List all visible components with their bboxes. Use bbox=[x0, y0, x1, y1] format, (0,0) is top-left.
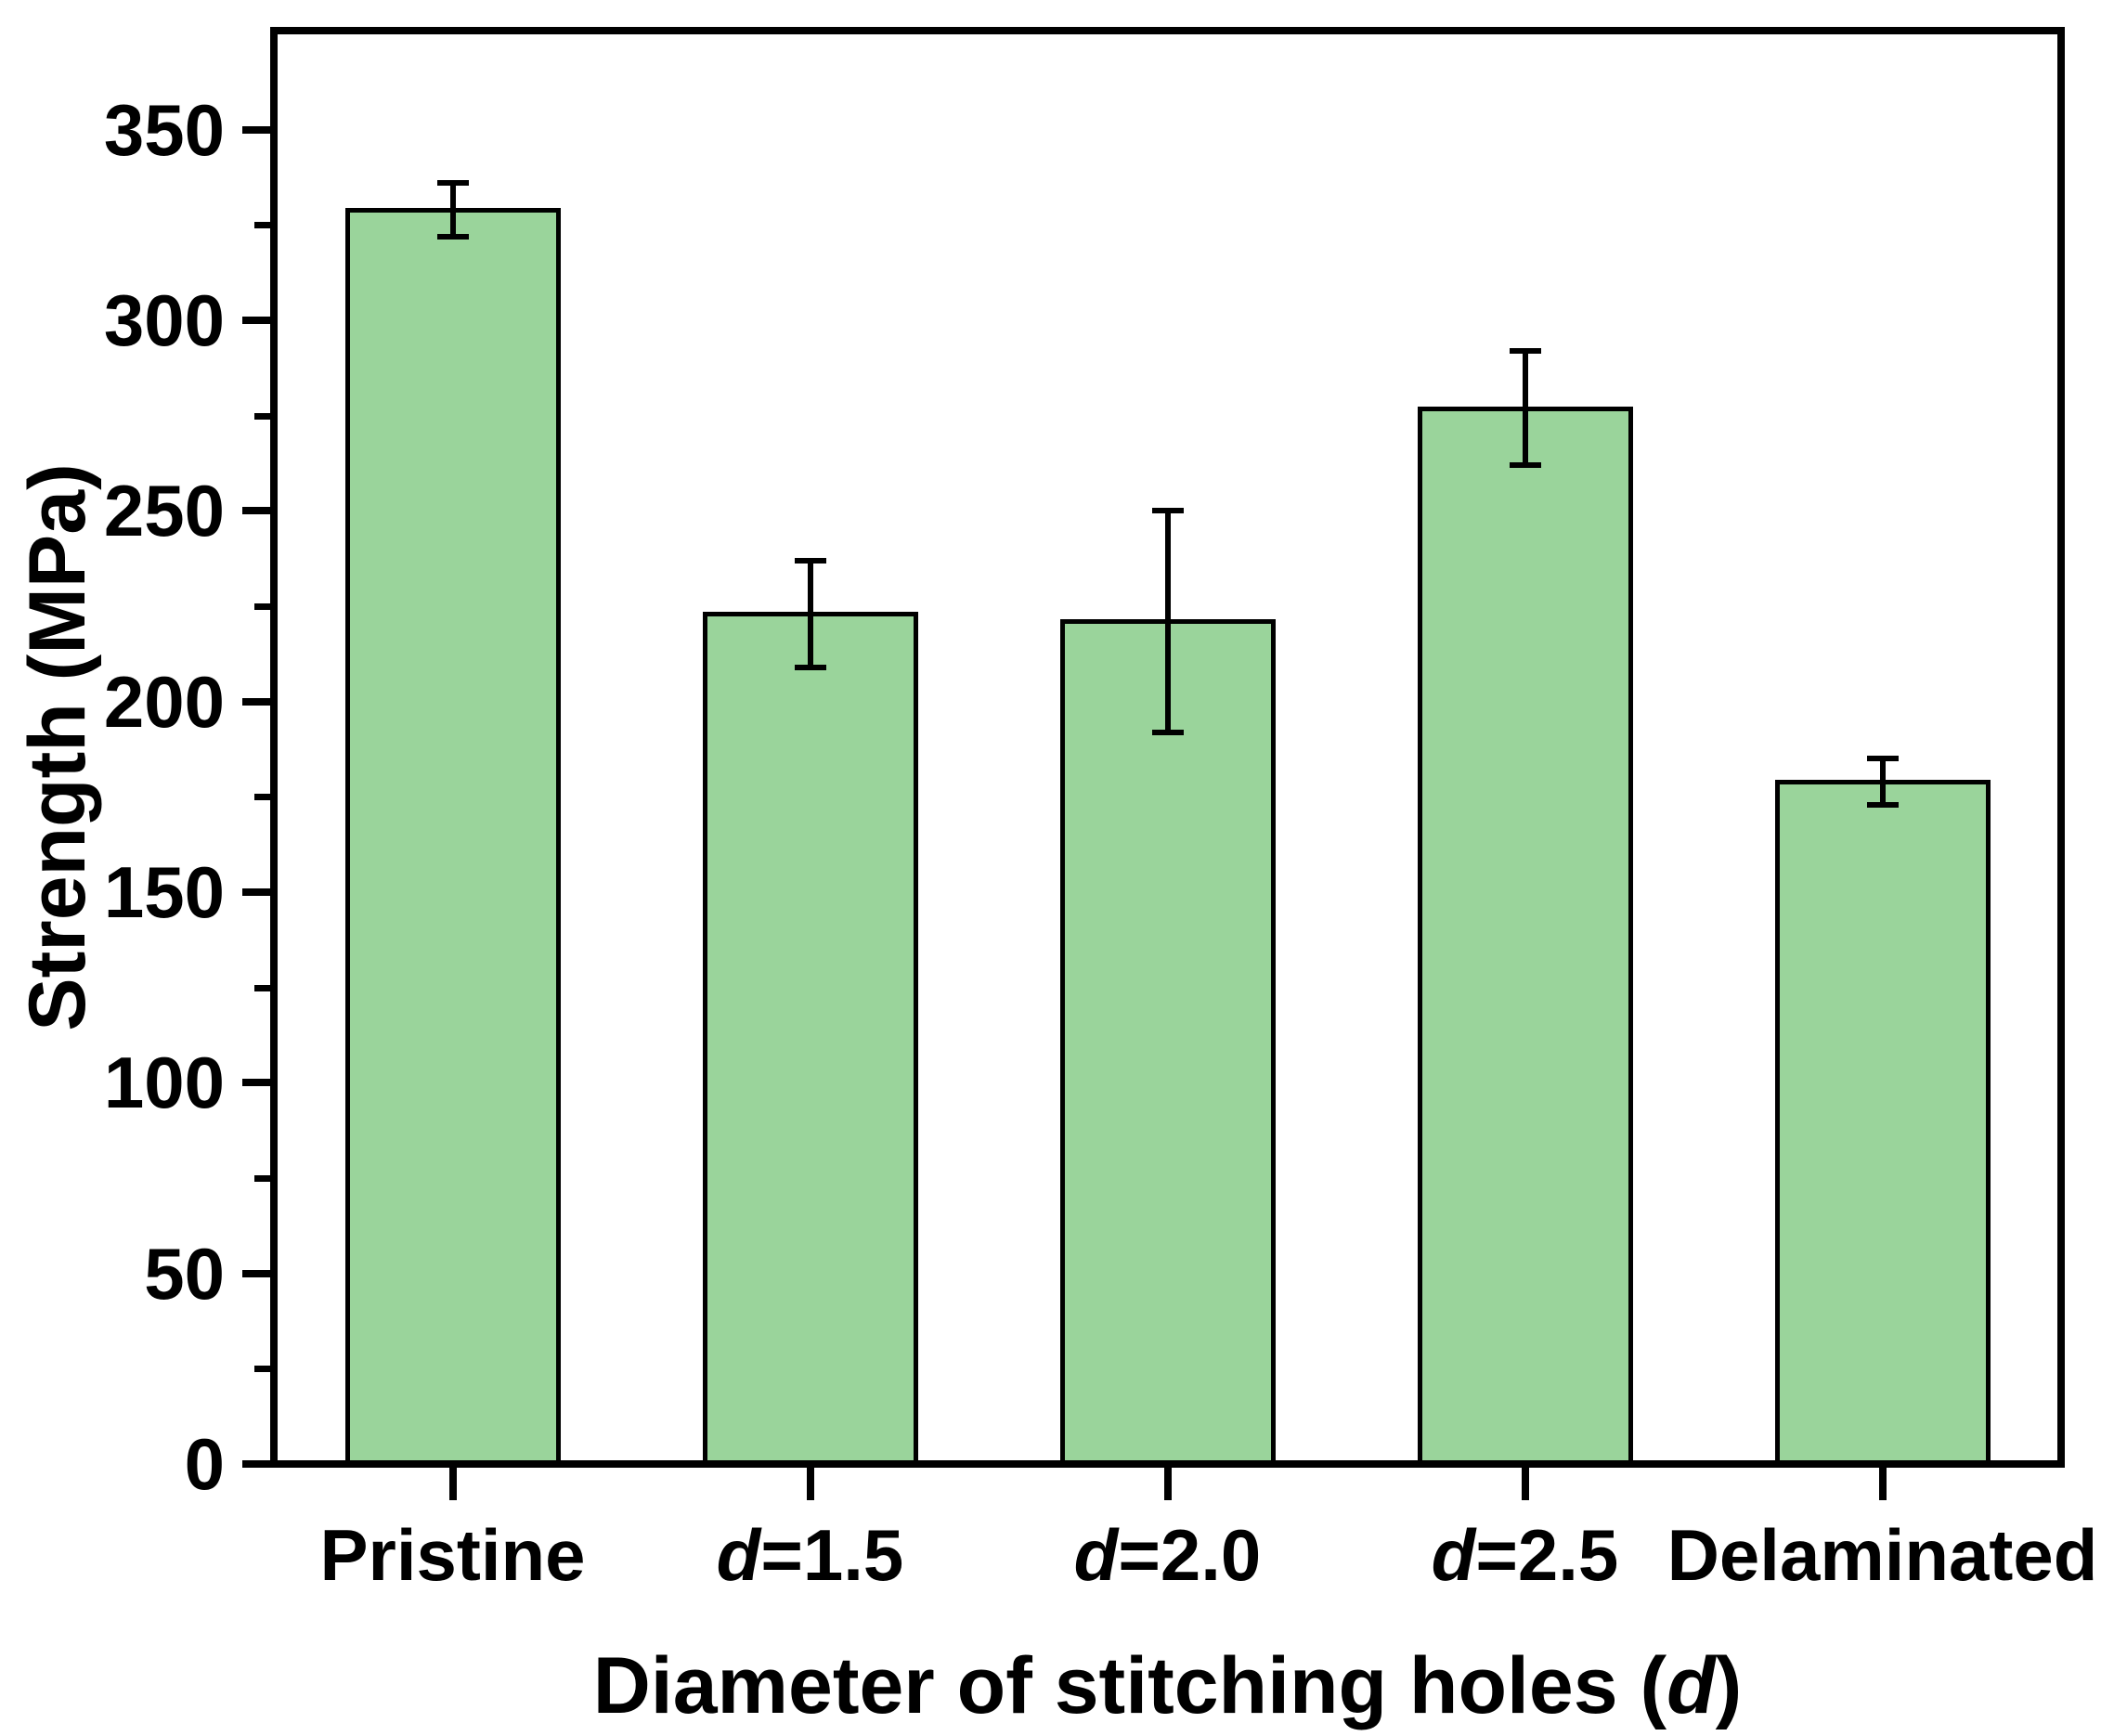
y-tick-label: 50 bbox=[144, 1232, 225, 1315]
y-minor-tick bbox=[254, 984, 274, 991]
y-major-tick bbox=[242, 1079, 274, 1087]
y-major-tick bbox=[242, 1460, 274, 1468]
x-tick bbox=[1521, 1468, 1529, 1500]
error-bar bbox=[1879, 758, 1886, 805]
x-category-label: d=2.5 bbox=[1431, 1514, 1619, 1596]
y-minor-tick bbox=[254, 1175, 274, 1183]
x-category-label: Delaminated bbox=[1667, 1514, 2098, 1596]
error-bar-top-cap bbox=[1509, 347, 1541, 354]
y-minor-tick bbox=[254, 794, 274, 801]
y-tick-label: 200 bbox=[103, 660, 225, 743]
y-major-tick bbox=[242, 125, 274, 134]
error-bar bbox=[807, 560, 813, 667]
x-category-label: d=1.5 bbox=[716, 1514, 904, 1596]
y-tick-label: 0 bbox=[184, 1423, 225, 1505]
x-category-label: Pristine bbox=[319, 1514, 586, 1596]
error-bar-top-cap bbox=[1151, 508, 1184, 514]
x-axis-title: Diameter of stitching holes (d) bbox=[592, 1641, 1743, 1730]
bar bbox=[1059, 619, 1276, 1468]
y-major-tick bbox=[242, 317, 274, 325]
y-tick-label: 300 bbox=[103, 279, 225, 362]
y-tick-label: 150 bbox=[103, 851, 225, 934]
x-tick bbox=[448, 1468, 457, 1500]
error-bar-bottom-cap bbox=[1509, 462, 1541, 469]
x-tick bbox=[1878, 1468, 1887, 1500]
x-tick bbox=[806, 1468, 814, 1500]
error-bar-top-cap bbox=[436, 180, 469, 187]
y-tick-label: 250 bbox=[103, 470, 225, 552]
error-bar bbox=[1164, 511, 1171, 732]
bar bbox=[344, 208, 561, 1468]
error-bar-top-cap bbox=[794, 557, 826, 564]
x-category-label: d=2.0 bbox=[1073, 1514, 1262, 1596]
error-bar-bottom-cap bbox=[1866, 801, 1899, 808]
bar bbox=[1774, 779, 1991, 1468]
y-minor-tick bbox=[254, 222, 274, 229]
y-minor-tick bbox=[254, 1366, 274, 1373]
y-major-tick bbox=[242, 507, 274, 515]
y-tick-label: 100 bbox=[103, 1042, 225, 1124]
x-tick bbox=[1163, 1468, 1172, 1500]
y-major-tick bbox=[242, 1269, 274, 1277]
y-tick-label: 350 bbox=[103, 88, 225, 171]
error-bar bbox=[449, 183, 456, 237]
error-bar bbox=[1522, 350, 1528, 466]
y-major-tick bbox=[242, 888, 274, 897]
error-bar-bottom-cap bbox=[436, 233, 469, 240]
error-bar-top-cap bbox=[1866, 756, 1899, 762]
y-minor-tick bbox=[254, 603, 274, 611]
y-major-tick bbox=[242, 697, 274, 706]
y-minor-tick bbox=[254, 412, 274, 420]
bar bbox=[1417, 406, 1633, 1468]
error-bar-bottom-cap bbox=[1151, 729, 1184, 735]
bar bbox=[702, 612, 918, 1468]
error-bar-bottom-cap bbox=[794, 664, 826, 670]
